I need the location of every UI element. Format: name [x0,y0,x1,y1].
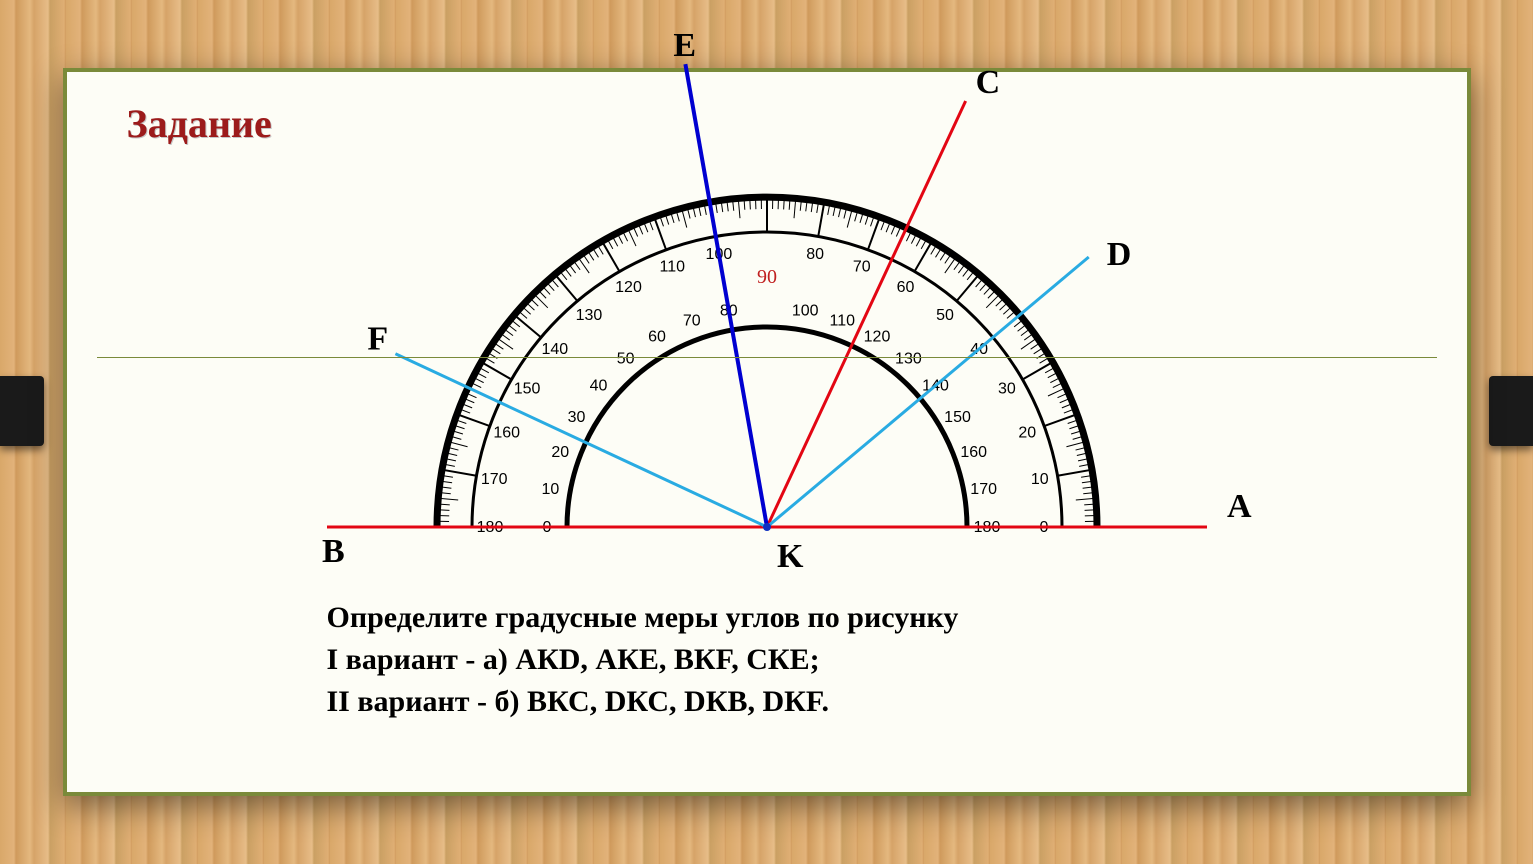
nav-prev-tab[interactable] [0,376,44,446]
outer-scale-label: 10 [1030,471,1048,488]
inner-scale-label: 170 [970,481,997,498]
ray-E [685,64,767,527]
ray-label-D: D [1106,236,1131,273]
question-line-3: II вариант - б) ВКС, DКС, DКВ, DКF. [327,681,959,723]
inner-scale-label: 100 [791,302,818,319]
question-block: Определите градусные меры углов по рисун… [327,597,959,723]
slide-background: Задание 01020304050607080100110120130140… [0,0,1533,864]
inner-scale-label: 70 [682,312,700,329]
outer-scale-label: 130 [575,307,602,324]
outer-scale-label: 160 [493,424,520,441]
inner-scale-label: 30 [567,409,585,426]
inner-scale-label: 150 [944,409,971,426]
outer-scale-label: 170 [480,471,507,488]
outer-scale-label: 30 [997,381,1015,398]
ray-label-C: C [975,64,1000,101]
outer-scale-label: 140 [541,341,568,358]
inner-scale-label: 160 [960,444,987,461]
ray-label-B: B [322,533,345,570]
question-line-2: I вариант - а) АКD, АКЕ, ВКF, СКЕ; [327,639,959,681]
inner-scale-label: 60 [648,328,666,345]
outer-scale-label: 20 [1018,424,1036,441]
inner-scale-label: 110 [829,312,855,329]
ray-label-E: E [673,27,696,64]
outer-scale-label: 70 [852,259,870,276]
inner-scale-label: 130 [895,350,922,367]
ray-label-A: A [1227,488,1252,525]
ray-label-K: K [777,538,804,575]
center-point-K [763,523,771,531]
inner-scale-label: 50 [616,350,634,367]
scale-90-label: 90 [757,266,777,288]
content-card: Задание 01020304050607080100110120130140… [63,68,1471,796]
protractor-svg: 0102030405060708010011012013014015016017… [67,72,1467,592]
inner-scale-label: 20 [551,444,569,461]
protractor-diagram: 0102030405060708010011012013014015016017… [67,72,1467,592]
outer-scale-label: 120 [615,279,642,296]
inner-scale-label: 10 [541,481,559,498]
question-line-1: Определите градусные меры углов по рисун… [327,597,959,639]
inner-scale-label: 120 [863,328,890,345]
outer-scale-label: 60 [896,279,914,296]
ray-label-F: F [367,321,388,358]
outer-scale-label: 50 [936,307,954,324]
outer-scale-label: 110 [659,259,685,276]
inner-scale-label: 40 [589,378,607,395]
nav-next-tab[interactable] [1489,376,1533,446]
outer-scale-label: 80 [806,246,824,263]
outer-scale-label: 150 [513,381,540,398]
